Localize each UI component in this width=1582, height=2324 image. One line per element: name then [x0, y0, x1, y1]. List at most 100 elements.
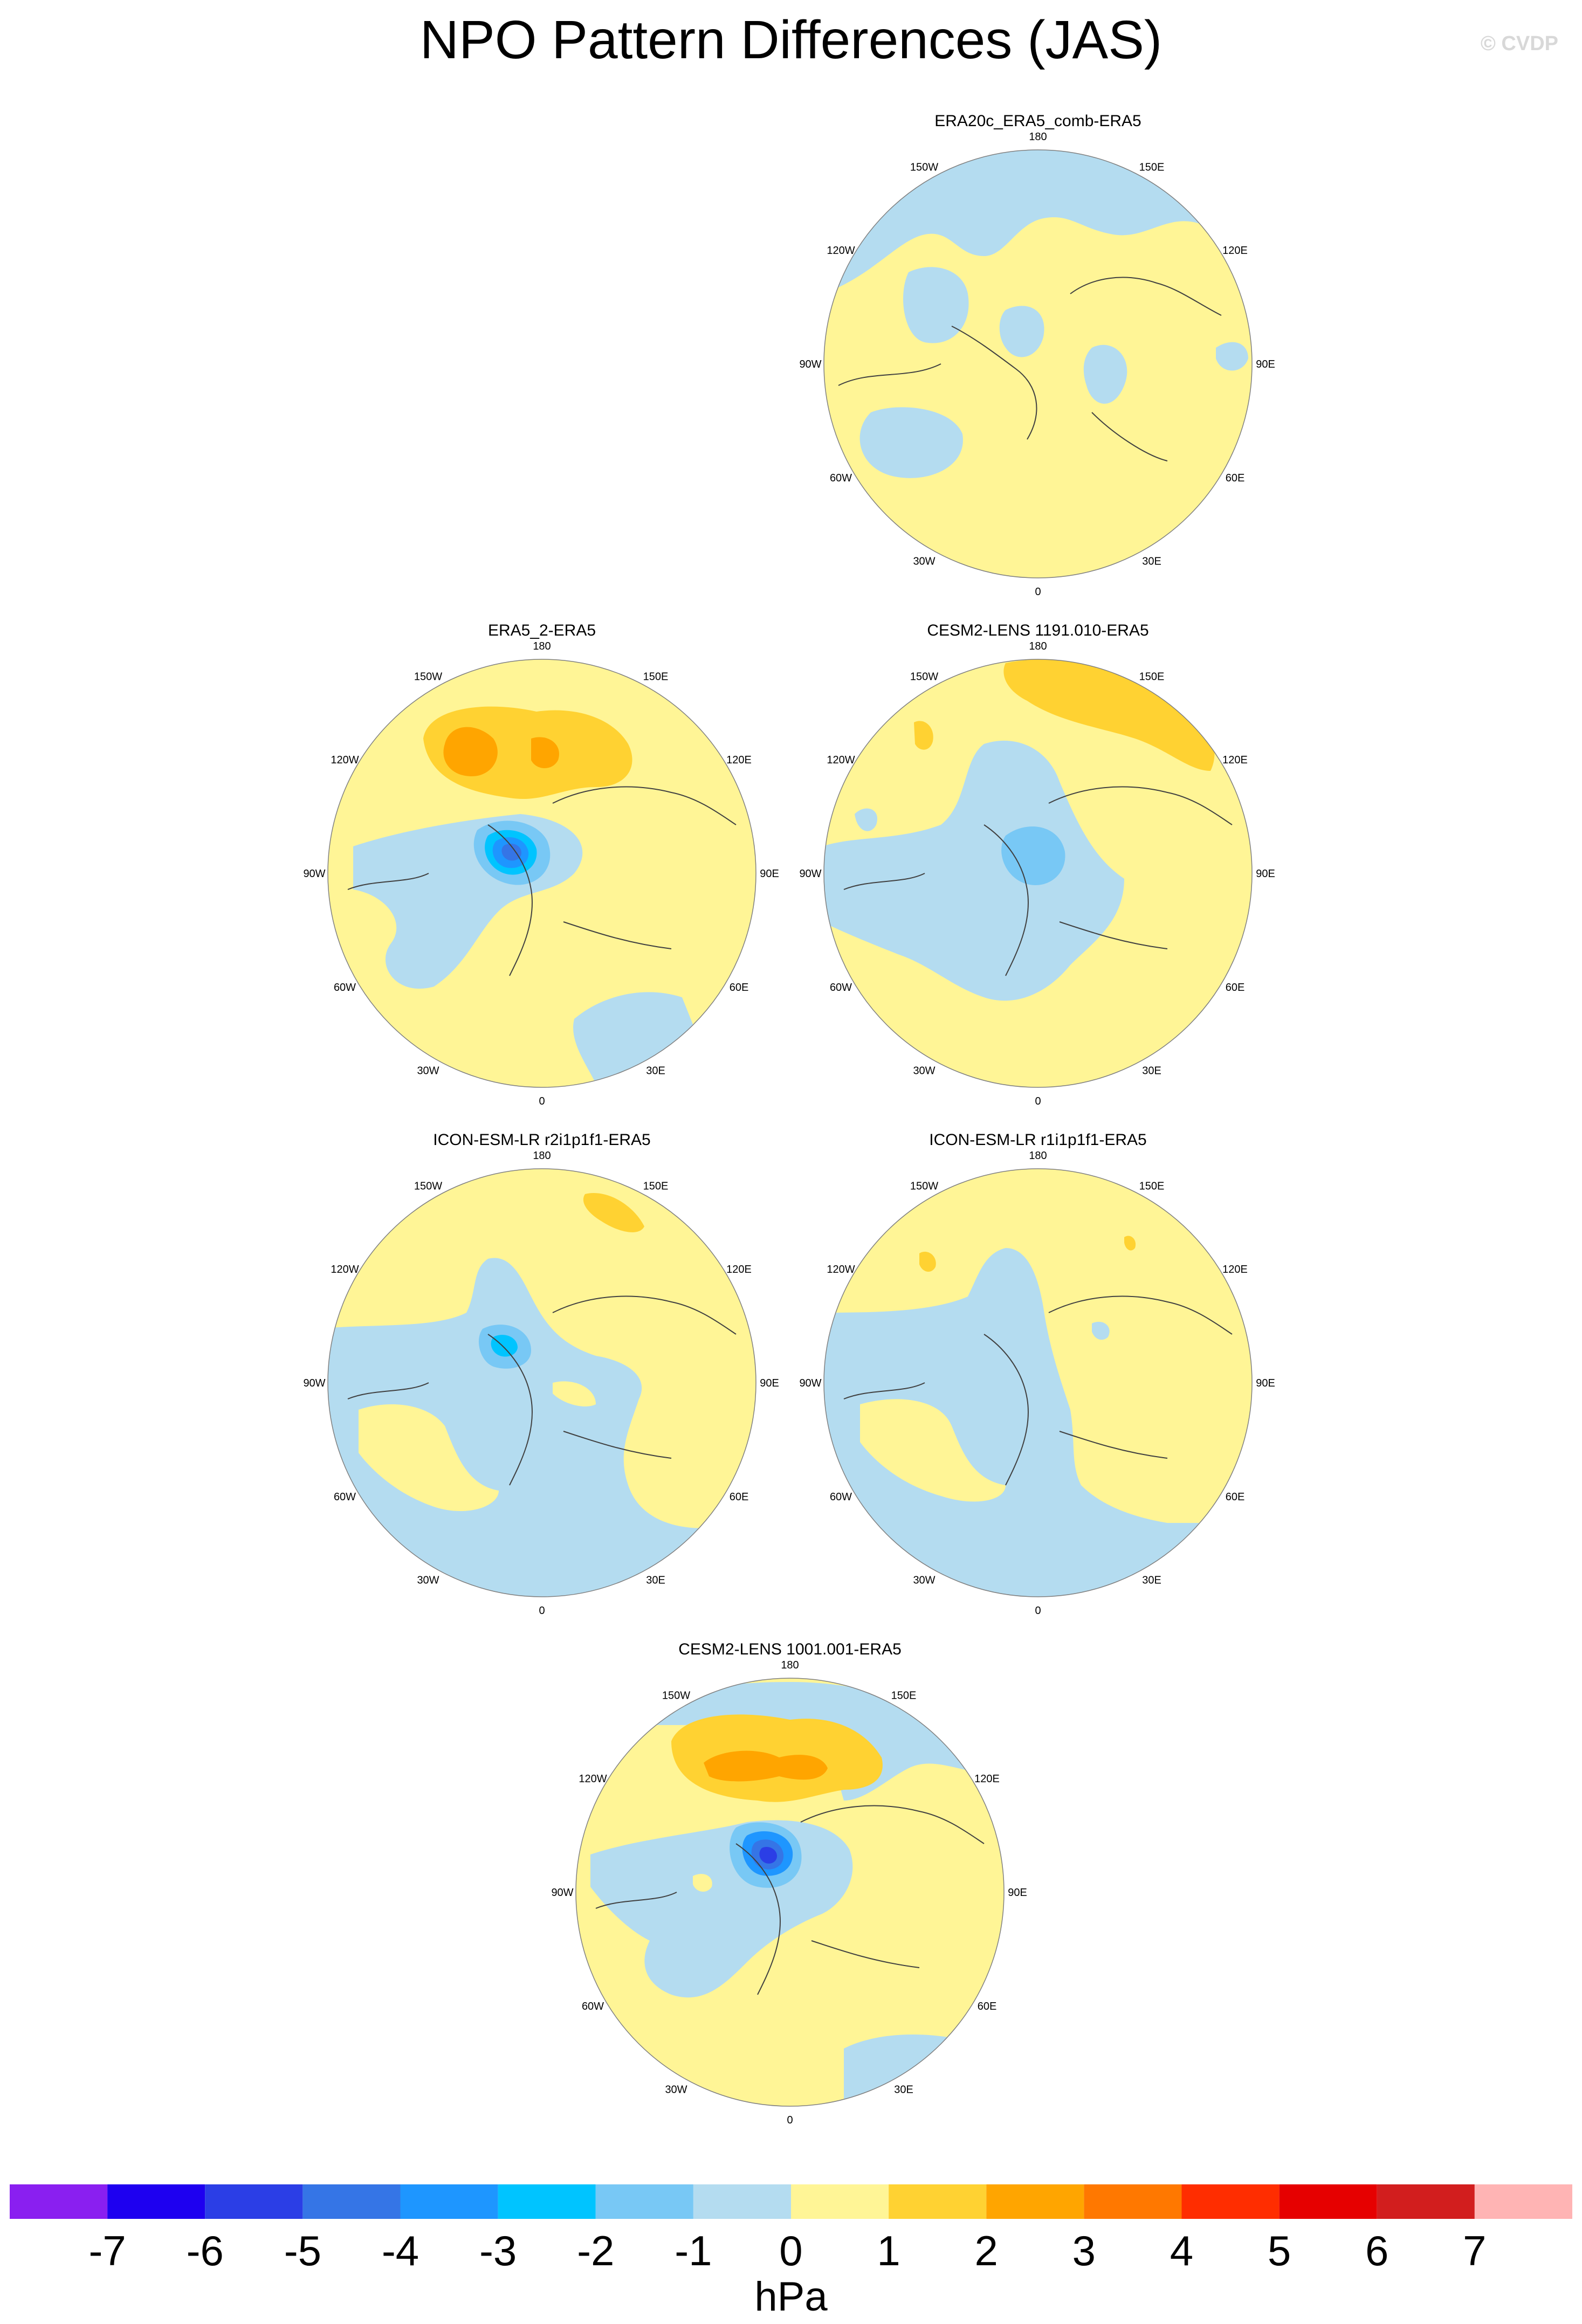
longitude-label: 120W: [331, 1264, 359, 1275]
longitude-label: 0: [539, 1605, 545, 1617]
longitude-label: 60E: [1226, 1491, 1245, 1503]
longitude-label: 0: [539, 1095, 545, 1107]
panel-era20c: ERA20c_ERA5_comb-ERA5 180 150E 120E 90E 60E 3…: [790, 111, 1286, 617]
longitude-label: 30W: [913, 1065, 935, 1077]
longitude-label: 120W: [827, 754, 855, 766]
colorbar: -7 -6 -5 -4 -3 -2 -1 0 1 2 3 4 5 6 7: [10, 2184, 1572, 2274]
panel-title: ICON-ESM-LR r2i1p1f1-ERA5: [433, 1131, 651, 1149]
longitude-label: 150W: [414, 671, 442, 683]
colorbar-swatch: [889, 2184, 987, 2219]
longitude-label: 30E: [894, 2084, 913, 2096]
colorbar-swatch: [10, 2184, 108, 2219]
longitude-label: 150E: [1139, 162, 1165, 174]
longitude-label: 90E: [1256, 868, 1275, 880]
colorbar-label: -2: [577, 2227, 614, 2274]
longitude-label: 90W: [303, 1377, 325, 1389]
longitude-label: 30E: [1142, 1575, 1161, 1587]
colorbar-label: 6: [1365, 2227, 1388, 2274]
colorbar-label: -5: [284, 2227, 321, 2274]
longitude-label: 90E: [1256, 1377, 1275, 1389]
colorbar-swatch: [791, 2184, 889, 2219]
panel-title: CESM2-LENS 1191.010-ERA5: [927, 622, 1149, 639]
colorbar-swatch: [302, 2184, 401, 2219]
longitude-label: 30E: [646, 1575, 665, 1587]
longitude-label: 0: [1035, 1095, 1041, 1107]
panel-icon-r1: ICON-ESM-LR r1i1p1f1-ERA5 180 150E 120E 90E…: [790, 1129, 1286, 1636]
colorbar-label: 1: [877, 2227, 900, 2274]
longitude-label: 60E: [730, 982, 749, 994]
longitude-label: 150E: [643, 1181, 669, 1192]
longitude-label: 120W: [827, 1264, 855, 1275]
longitude-label: 120E: [1222, 245, 1248, 257]
longitude-label: 150W: [662, 1690, 690, 1702]
longitude-label: 90W: [799, 868, 821, 880]
colorbar-swatch: [986, 2184, 1084, 2219]
longitude-label: 180: [533, 1150, 551, 1162]
colorbar-units: hPa: [754, 2274, 828, 2320]
longitude-label: 120E: [1222, 1264, 1248, 1275]
colorbar-label: 7: [1463, 2227, 1486, 2274]
polar-map: 180 150E 120E 90E 60E 30E 0 30W 60W 90W 120W 150W: [799, 1150, 1275, 1617]
longitude-label: 60E: [978, 2001, 997, 2012]
longitude-label: 120E: [974, 1773, 1000, 1785]
panel-cesm2-1191: CESM2-LENS 1191.010-ERA5 180 150E 120E 90E 6…: [790, 620, 1286, 1127]
longitude-label: 150E: [891, 1690, 917, 1702]
longitude-label: 60W: [830, 982, 852, 994]
colorbar-label: 4: [1170, 2227, 1193, 2274]
longitude-label: 90W: [303, 868, 325, 880]
longitude-label: 30W: [913, 556, 935, 568]
colorbar-label: -7: [88, 2227, 126, 2274]
colorbar-swatch: [1181, 2184, 1280, 2219]
longitude-label: 150W: [414, 1181, 442, 1192]
longitude-label: 180: [533, 640, 551, 652]
longitude-label: 30E: [646, 1065, 665, 1077]
longitude-label: 60W: [334, 982, 356, 994]
polar-map: 180 150E 120E 90E 60E 30E 0 30W 60W 90W 120W 150W: [303, 640, 779, 1107]
panel-title: ERA5_2-ERA5: [487, 622, 596, 639]
longitude-label: 150W: [910, 1181, 938, 1192]
panel-era5-2: ERA5_2-ERA5 180 150E 120E 90E 60E 30E 0 30W 60W 9…: [294, 620, 790, 1127]
longitude-label: 120E: [726, 1264, 752, 1275]
longitude-label: 90E: [1256, 358, 1275, 370]
longitude-label: 150E: [1139, 671, 1165, 683]
longitude-label: 90W: [799, 358, 821, 370]
colorbar-swatch: [1279, 2184, 1377, 2219]
colorbar-label: -1: [675, 2227, 712, 2274]
panel-title: ICON-ESM-LR r1i1p1f1-ERA5: [929, 1131, 1147, 1149]
longitude-label: 30W: [417, 1065, 439, 1077]
colorbar-label: -6: [187, 2227, 224, 2274]
colorbar-label: 0: [779, 2227, 802, 2274]
longitude-label: 180: [781, 1659, 799, 1671]
colorbar-swatch: [1084, 2184, 1182, 2219]
longitude-label: 180: [1029, 131, 1047, 143]
longitude-label: 30W: [913, 1575, 935, 1587]
colorbar-label: 5: [1268, 2227, 1291, 2274]
longitude-label: 60W: [830, 472, 852, 484]
longitude-label: 30E: [1142, 556, 1161, 568]
longitude-label: 90W: [799, 1377, 821, 1389]
longitude-label: 180: [1029, 640, 1047, 652]
colorbar-swatch: [1474, 2184, 1572, 2219]
longitude-label: 90E: [760, 1377, 779, 1389]
colorbar-swatch: [205, 2184, 303, 2219]
colorbar-swatch: [498, 2184, 596, 2219]
longitude-label: 150E: [643, 671, 669, 683]
longitude-label: 0: [1035, 586, 1041, 598]
cvdp-credit: © CVDP: [1480, 32, 1558, 55]
longitude-label: 120W: [827, 245, 855, 257]
longitude-label: 90E: [760, 868, 779, 880]
longitude-label: 120E: [726, 754, 752, 766]
longitude-label: 30W: [665, 2084, 687, 2096]
longitude-label: 120W: [331, 754, 359, 766]
colorbar-swatch: [693, 2184, 792, 2219]
colorbar-swatch: [400, 2184, 498, 2219]
polar-map: 180 150E 120E 90E 60E 30E 0 30W 60W 90W 120W 150W: [303, 1150, 779, 1617]
panel-icon-r2: ICON-ESM-LR r2i1p1f1-ERA5 180 150E 120E 90E…: [294, 1129, 790, 1636]
longitude-label: 150W: [910, 671, 938, 683]
polar-map: 180 150E 120E 90E 60E 30E 0 30W 60W 90W 120W 150W: [551, 1659, 1027, 2126]
longitude-label: 30E: [1142, 1065, 1161, 1077]
panel-title: CESM2-LENS 1001.001-ERA5: [678, 1640, 902, 1658]
colorbar-label: 2: [975, 2227, 998, 2274]
longitude-label: 90E: [1008, 1887, 1027, 1899]
colorbar-label: 3: [1072, 2227, 1096, 2274]
